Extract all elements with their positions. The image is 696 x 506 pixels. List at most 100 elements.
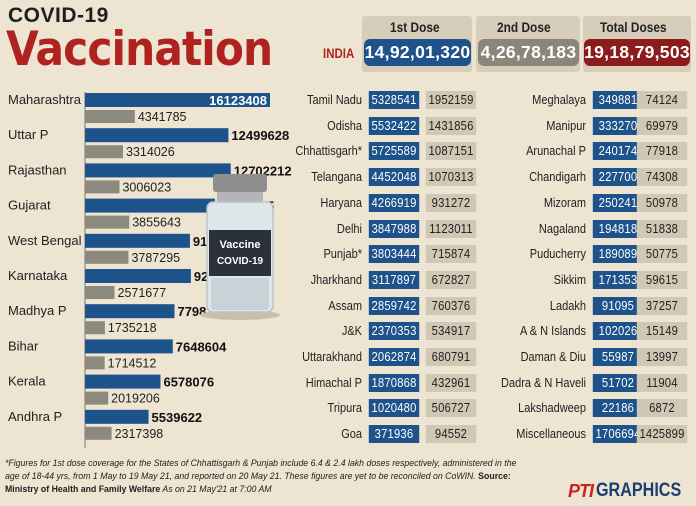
table-second-dose-dadra-n-haveli: 11904 (636, 373, 688, 392)
value-first-dose-maharashtra: 16123408 (209, 93, 267, 108)
table-second-dose-a-n-islands: 15149 (636, 322, 688, 341)
bar-second-dose-bihar (85, 356, 105, 370)
bar-first-dose-andhra-p (85, 409, 149, 424)
vial-label-top: Vaccine (220, 239, 261, 251)
table-second-dose-goa: 94552 (425, 425, 477, 444)
table-second-dose-delhi: 1123011 (425, 219, 477, 238)
state-label-andhra-p: Andhra P (8, 409, 62, 424)
value-first-dose-kerala: 6578076 (163, 375, 214, 390)
table-state-manipur: Manipur (546, 118, 586, 133)
vaccine-vial-illustration: Vaccine COVID-19 (200, 174, 280, 320)
value-first-dose-andhra-p: 5539622 (152, 410, 203, 425)
state-label-west-bengal: West Bengal (8, 233, 82, 248)
table-second-dose-meghalaya: 74124 (636, 91, 688, 109)
value-second-dose-uttar-p: 3314026 (126, 145, 175, 159)
table-state-assam: Assam (328, 298, 362, 313)
table-state-mizoram: Mizoram (543, 195, 586, 210)
table-second-dose-tripura: 506727 (425, 399, 477, 418)
table-first-dose-dadra-n-haveli: 51702 (592, 373, 644, 392)
table-state-ladakh: Ladakh (549, 298, 586, 313)
footnote-source: Source: Ministry of Health and Family We… (5, 471, 511, 495)
bar-second-dose-west-bengal (85, 250, 129, 264)
bar-first-dose-uttar-p (85, 128, 229, 143)
table-first-dose-ladakh: 91095 (592, 296, 644, 315)
state-label-gujarat: Gujarat (8, 198, 51, 213)
table-first-dose-chandigarh: 227700 (592, 168, 644, 187)
table-second-dose-odisha: 1431856 (425, 116, 477, 135)
table-state-tripura: Tripura (327, 401, 362, 416)
table-second-dose-chandigarh: 74308 (636, 168, 688, 187)
table-second-dose-arunachal-p: 77918 (636, 142, 688, 161)
bar-second-dose-karnataka (85, 286, 115, 299)
table-first-dose-assam: 2859742 (368, 296, 420, 315)
table-second-dose-nagaland: 51838 (636, 219, 688, 238)
total-doses-header: Total Doses (600, 19, 667, 35)
table-first-dose-punjab: 3803444 (368, 245, 420, 264)
table-state-a-n-islands: A & N Islands (519, 324, 586, 339)
bar-second-dose-maharashtra (85, 110, 135, 123)
state-label-kerala: Kerala (8, 374, 46, 389)
table-first-dose-a-n-islands: 102026 (592, 322, 644, 341)
title-vaccination: Vaccination (6, 22, 273, 77)
bar-second-dose-andhra-p (85, 426, 112, 440)
vial-cap (213, 174, 267, 192)
table-first-dose-jharkhand: 3117897 (368, 270, 420, 289)
footnote-asof: As on 21 May'21 at 7:00 AM (162, 484, 272, 495)
table-state-arunachal-p: Arunachal P (526, 144, 586, 159)
table-second-dose-lakshadweep: 6872 (636, 399, 688, 418)
table-first-dose-telangana: 4452048 (368, 168, 420, 187)
bar-second-dose-kerala (85, 391, 109, 405)
table-first-dose-lakshadweep: 22186 (592, 399, 644, 418)
table-first-dose-j-k: 2370353 (368, 322, 420, 341)
value-second-dose-west-bengal: 3787295 (131, 251, 180, 265)
table-second-dose-himachal-p: 432961 (425, 373, 477, 392)
table-state-haryana: Haryana (320, 195, 362, 210)
table-state-dadra-n-haveli: Dadra & N Haveli (501, 375, 586, 390)
bar-first-dose-bihar (85, 339, 173, 354)
table-first-dose-delhi: 3847988 (368, 219, 420, 238)
table-second-dose-puducherry: 50775 (636, 245, 688, 264)
table-second-dose-daman-diu: 13997 (636, 348, 688, 366)
table-first-dose-chhattisgarh: 5725589 (368, 142, 420, 161)
pti-graphics-credit: PTI GRAPHICS (568, 478, 696, 504)
table-second-dose-chhattisgarh: 1087151 (425, 142, 477, 161)
india-label: INDIA (323, 45, 355, 61)
table-state-goa: Goa (341, 427, 362, 442)
value-first-dose-uttar-p: 12499628 (231, 128, 289, 143)
second-dose-header: 2nd Dose (497, 19, 551, 35)
table-state-daman-diu: Daman & Diu (520, 350, 586, 364)
vial-label (209, 230, 271, 276)
value-second-dose-gujarat: 3855643 (132, 216, 181, 230)
table-second-dose-ladakh: 37257 (636, 296, 688, 315)
table-second-dose-j-k: 534917 (425, 322, 477, 341)
table-first-dose-sikkim: 171353 (592, 270, 644, 289)
pti-logo: PTI (568, 480, 594, 501)
table-second-dose-uttarakhand: 680791 (425, 348, 477, 366)
table-state-tamil-nadu: Tamil Nadu (306, 93, 362, 107)
table-first-dose-mizoram: 250241 (592, 193, 644, 212)
table-first-dose-meghalaya: 349881 (592, 91, 644, 109)
table-first-dose-uttarakhand: 2062874 (368, 348, 420, 366)
table-first-dose-haryana: 4266919 (368, 193, 420, 212)
bar-second-dose-rajasthan (85, 180, 120, 194)
value-second-dose-madhya-p: 1735218 (108, 321, 157, 335)
bar-second-dose-gujarat (85, 215, 130, 229)
table-state-telangana: Telangana (311, 170, 362, 185)
state-label-rajasthan: Rajasthan (8, 162, 67, 177)
table-state-j-k: J&K (341, 324, 362, 339)
table-second-dose-sikkim: 59615 (636, 270, 688, 289)
state-label-bihar: Bihar (8, 338, 39, 353)
table-first-dose-odisha: 5532422 (368, 116, 420, 135)
value-second-dose-maharashtra: 4341785 (138, 110, 187, 124)
first-dose-header: 1st Dose (390, 19, 440, 35)
bar-first-dose-kerala (85, 374, 161, 389)
table-first-dose-miscellaneous: 1706694 (592, 425, 644, 444)
table-second-dose-jharkhand: 672827 (425, 270, 477, 289)
table-state-uttarakhand: Uttarakhand (302, 350, 362, 364)
bar-first-dose-maharashtra (85, 93, 270, 107)
table-first-dose-puducherry: 189089 (592, 245, 644, 264)
state-label-uttar-p: Uttar P (8, 127, 48, 142)
india-second-dose-total: 4,26,78,183 (478, 39, 579, 66)
table-first-dose-daman-diu: 55987 (592, 348, 644, 366)
